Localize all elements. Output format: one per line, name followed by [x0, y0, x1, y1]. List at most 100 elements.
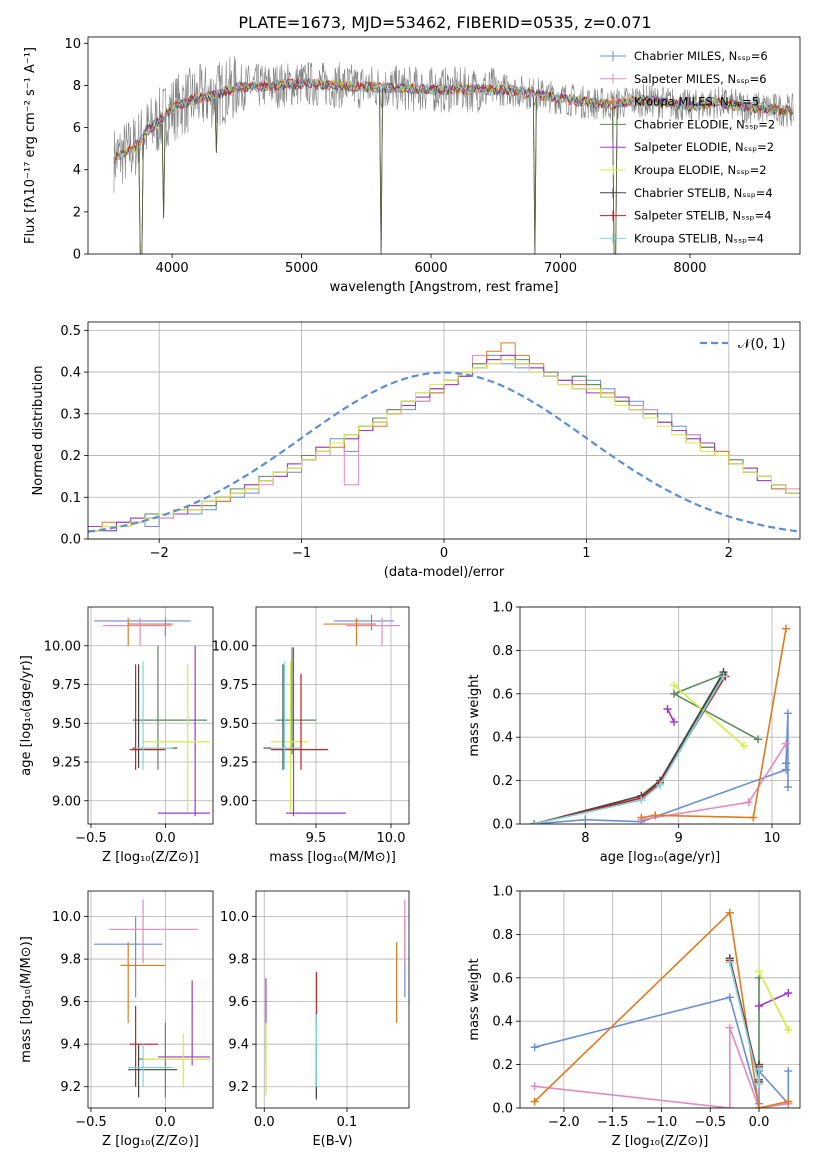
spectrum-data-line [113, 56, 794, 193]
age-vs-z-axes: −0.5 0.0 9.00 9.25 9.50 9.75 10.00 Z [log₁₀(Z/Z… [19, 606, 214, 865]
spectrum-xtick-label: 6000 [415, 261, 448, 276]
residuals-ytick-label: 0.4 [60, 366, 81, 381]
weight-vs-age-point-marker [782, 739, 790, 748]
spectrum-ytick-label: 0 [73, 248, 81, 263]
legend-label: Salpeter STELIB, Nₛₛₚ=4 [634, 209, 772, 223]
weight-vs-age-ytick-label: 0.2 [492, 774, 513, 789]
weight-vs-z-xtick-label: −2.0 [548, 1115, 580, 1130]
residuals-frame [87, 321, 801, 540]
residuals-ytick-label: 0.1 [60, 491, 81, 506]
weight-vs-age-point-marker [719, 672, 728, 681]
weight-vs-age-point-marker [783, 783, 792, 792]
age-vs-mass-ytick-label: 9.25 [220, 756, 249, 771]
weight-vs-age-point-marker [656, 780, 664, 789]
mass-vs-ebv-ytick-label: 9.6 [228, 995, 249, 1010]
weight-vs-z-point-marker [784, 1067, 793, 1076]
residual-legend-label: 𝒩(0, 1) [738, 337, 785, 352]
residual-histogram [88, 359, 800, 532]
mass-vs-z-xlabel: Z [log₁₀(Z/Z⊙)] [102, 1134, 199, 1149]
weight-vs-z-axes: −2.0 −1.5 −1.0 −0.5 0.0 0.0 0.2 0.4 0.6 0.8 1.0 Z [… [467, 885, 801, 1149]
weight-vs-age-series-line [533, 671, 725, 824]
spectrum-xtick-label: 5000 [285, 261, 318, 276]
mass-vs-ebv-xtick-label: 0.1 [337, 1115, 358, 1130]
mass-vs-ebv-xlabel: E(B-V) [312, 1134, 352, 1149]
weight-vs-age-point-marker [782, 759, 790, 768]
gaussian-reference-curve [88, 371, 800, 533]
weight-vs-z-ylabel: mass weight [467, 958, 482, 1040]
weight-vs-age-series-line [666, 708, 675, 723]
weight-vs-age-point-marker [744, 798, 753, 807]
mass-vs-z-ytick-label: 9.4 [60, 1038, 81, 1053]
age-vs-mass-ytick-label: 9.75 [220, 678, 249, 693]
age-vs-mass-xtick-label: 9.5 [306, 831, 327, 846]
residuals-xtick-label: −1 [292, 546, 311, 561]
age-vs-mass-xlabel: mass [log₁₀(M/M⊙)] [269, 850, 396, 865]
weight-vs-z-frame [519, 890, 801, 1109]
spectrum-ytick-label: 4 [73, 163, 81, 178]
weight-vs-age-point-marker [670, 718, 678, 727]
weight-vs-age-ytick-label: 1.0 [492, 601, 513, 616]
legend-label: Salpeter MILES, Nₛₛₚ=6 [634, 72, 767, 86]
spectrum-axes: 4000 5000 6000 7000 8000 0 2 4 6 8 10 wavelength [A… [23, 36, 801, 295]
mass-vs-ebv-axes: 0.0 0.1 9.2 9.4 9.6 9.8 10.0 E(B-V) [220, 890, 410, 1149]
weight-vs-z-series-line [534, 911, 789, 1108]
age-vs-mass-xtick-label: 10.0 [377, 831, 406, 846]
residuals-axes: −2 −1 0 1 2 0.0 0.1 0.2 0.3 0.4 0.5 (data-model)/er… [31, 321, 801, 580]
weight-vs-z-point-marker [784, 1025, 793, 1034]
spectrum-frame [87, 36, 801, 255]
legend-label: Salpeter ELODIE, Nₛₛₚ=2 [634, 140, 774, 154]
weight-vs-z-point-marker [755, 1002, 764, 1011]
spectrum-ytick-label: 2 [73, 205, 81, 220]
residuals-xtick-label: −2 [150, 546, 169, 561]
weight-vs-age-series-line [673, 684, 745, 747]
weight-vs-age-point-marker [637, 813, 646, 822]
weight-vs-z-point-marker [755, 1104, 764, 1108]
legend-label: Kroupa MILES, Nₛₛₚ=5 [634, 95, 759, 109]
mass-vs-z-plot [93, 899, 211, 1098]
residuals-xtick-label: 0 [440, 546, 448, 561]
weight-vs-age-point-marker [782, 624, 790, 633]
residuals-ylabel: Normed distribution [31, 366, 46, 496]
age-vs-z-frame [87, 606, 214, 825]
residuals-ytick-label: 0.2 [60, 449, 81, 464]
weight-vs-age-point-marker [754, 735, 762, 744]
spectrum-ylabel: Flux [fλ10⁻¹⁷ erg cm⁻² s⁻¹ A⁻¹] [23, 47, 38, 244]
mass-vs-z-frame [87, 890, 214, 1109]
weight-vs-z-xlabel: Z [log₁₀(Z/Z⊙)] [612, 1134, 709, 1149]
spectrum-xlabel: wavelength [Angstrom, rest frame] [330, 280, 559, 295]
weight-vs-z-ytick-label: 0.0 [492, 1102, 513, 1117]
weight-vs-z-point-marker [530, 1097, 539, 1106]
weight-vs-age-ytick-label: 0.6 [492, 687, 513, 702]
residuals-ytick-label: 0.3 [60, 407, 81, 422]
weight-vs-age-point-marker [581, 815, 590, 824]
weight-vs-z-point-marker [725, 993, 734, 1002]
weight-vs-age-point-marker [749, 813, 758, 822]
weight-vs-age-point-marker [740, 741, 748, 750]
weight-vs-z-ytick-label: 1.0 [492, 885, 513, 900]
weight-vs-z-point-marker [755, 1064, 764, 1073]
weight-vs-z-ytick-label: 0.4 [492, 1015, 513, 1030]
weight-vs-age-point-marker [530, 820, 538, 824]
weight-vs-age-series-line [641, 628, 787, 819]
weight-vs-age-series-line [533, 713, 789, 824]
mass-vs-z-xtick-label: −0.5 [75, 1115, 107, 1130]
mass-vs-ebv-plot [265, 899, 406, 1100]
weight-vs-age-axes: 8 9 10 0.0 0.2 0.4 0.6 0.8 1.0 age [log₁₀(age/yr)… [467, 601, 801, 865]
age-vs-mass-axes: 9.5 10.0 9.00 9.25 9.50 9.75 10.00 mass [log₁₀(… [212, 606, 410, 865]
age-vs-z-ytick-label: 9.25 [52, 756, 81, 771]
weight-vs-z-point-marker [784, 1097, 793, 1106]
weight-vs-age-xlabel: age [log₁₀(age/yr)] [600, 850, 721, 865]
weight-vs-z-point-marker [784, 988, 793, 997]
spectrum-model-line [113, 77, 794, 163]
residuals-plot [88, 342, 800, 533]
residuals-xtick-label: 2 [725, 546, 733, 561]
weight-vs-z-ytick-label: 0.8 [492, 928, 513, 943]
weight-vs-age-ytick-label: 0.0 [492, 818, 513, 833]
age-vs-mass-ytick-label: 9.00 [220, 794, 249, 809]
weight-vs-z-point-marker [725, 1104, 734, 1108]
age-vs-mass-frame [255, 606, 410, 825]
weight-vs-z-point-marker [725, 1023, 734, 1032]
weight-vs-z-point-marker [725, 958, 734, 967]
spectrum-ytick-label: 6 [73, 121, 81, 136]
